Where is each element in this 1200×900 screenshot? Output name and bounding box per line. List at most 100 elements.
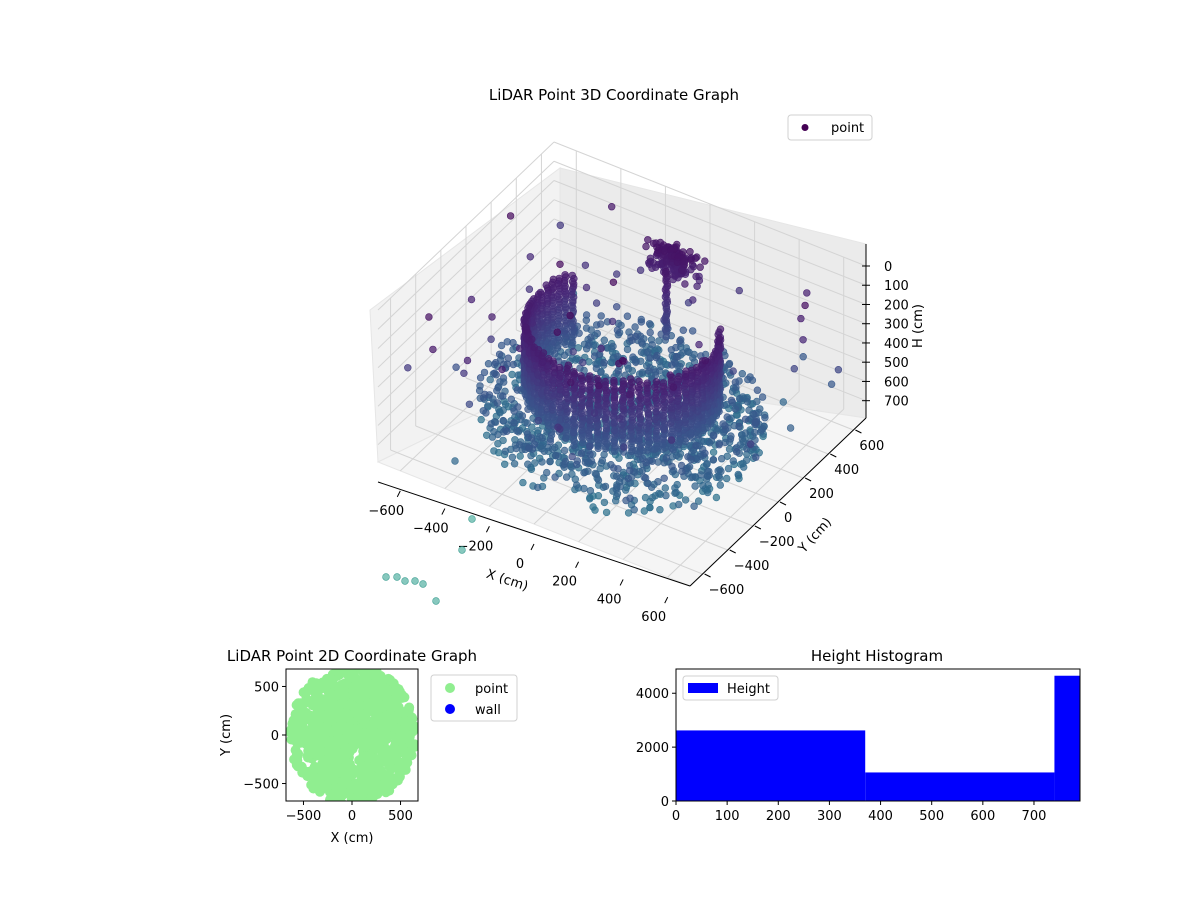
x-tick-label-hist: 0 — [672, 809, 680, 824]
point-3d — [667, 436, 676, 444]
point-3d — [581, 261, 590, 269]
y-tick-label-2d: 500 — [254, 680, 279, 695]
grid-z-left — [377, 257, 555, 426]
point-3d — [741, 429, 750, 437]
point-3d — [751, 418, 759, 426]
point-2d — [290, 745, 301, 756]
point-3d — [646, 354, 654, 362]
point-3d — [681, 389, 690, 397]
grid-z-back — [553, 276, 867, 402]
point-3d — [467, 295, 476, 304]
point-3d — [709, 448, 718, 456]
point-3d — [568, 452, 576, 461]
x-axis-line — [377, 481, 691, 587]
point-3d — [661, 484, 669, 492]
point-3d — [729, 457, 737, 465]
point-3d — [569, 405, 578, 413]
point-3d — [628, 336, 636, 344]
point-3d — [662, 454, 670, 462]
point-3d — [561, 415, 570, 424]
point-3d — [638, 467, 646, 475]
point-3d — [669, 445, 677, 454]
point-3d — [567, 378, 575, 387]
point-3d — [745, 406, 753, 414]
point-3d — [714, 425, 722, 433]
point-3d — [750, 428, 759, 437]
point-3d — [715, 472, 723, 480]
point-3d — [701, 449, 709, 457]
point-3d — [579, 358, 587, 367]
point-3d — [735, 395, 744, 403]
point-3d — [652, 353, 661, 362]
point-3d — [627, 397, 635, 405]
point-2d — [324, 689, 335, 700]
point-3d — [594, 396, 602, 404]
point-2d — [390, 694, 401, 705]
point-3d — [692, 441, 700, 450]
point-3d — [507, 395, 515, 403]
point-3d — [393, 573, 401, 581]
point-3d — [688, 473, 697, 481]
point-3d — [681, 416, 689, 424]
point-3d — [451, 457, 459, 465]
point-3d — [618, 385, 626, 394]
x-tick-label-hist: 100 — [715, 809, 740, 824]
point-3d — [548, 403, 557, 411]
point-3d — [568, 341, 576, 349]
point-2d — [339, 723, 350, 734]
point-3d — [568, 271, 576, 280]
z-tick-label-3d: 0 — [884, 260, 892, 275]
point-2d — [365, 751, 375, 762]
point-3d — [827, 380, 836, 388]
legend-3d-marker — [801, 124, 809, 131]
point-3d — [590, 409, 599, 417]
y-axis-line — [689, 417, 867, 587]
point-2d — [394, 771, 405, 782]
point-3d — [650, 383, 659, 391]
x-tick-label-3d: 200 — [552, 575, 577, 590]
point-3d — [600, 358, 608, 367]
point-3d — [586, 487, 595, 495]
point-3d — [569, 347, 577, 356]
y-axis-label-3d: Y (cm) — [795, 515, 835, 557]
point-3d — [703, 488, 712, 497]
point-3d — [411, 577, 419, 585]
x-tick-3d — [485, 526, 490, 533]
point-3d — [555, 393, 563, 401]
point-2d — [385, 774, 396, 784]
point-3d — [524, 405, 532, 413]
point-3d — [546, 457, 554, 466]
point-3d — [501, 460, 509, 468]
point-3d — [578, 399, 586, 407]
point-2d — [374, 673, 385, 684]
point-3d — [655, 489, 663, 498]
point-3d — [752, 453, 760, 461]
point-2d — [293, 698, 304, 709]
point-3d — [739, 463, 748, 471]
point-3d — [503, 427, 511, 435]
point-3d — [641, 493, 650, 502]
point-3d — [495, 350, 504, 358]
z-axis-label-3d: H (cm) — [911, 304, 926, 348]
point-3d — [516, 452, 524, 460]
point-3d — [601, 413, 609, 422]
point-2d — [332, 669, 343, 675]
y-tick-3d — [704, 573, 711, 578]
point-3d — [615, 414, 624, 422]
point-3d — [577, 449, 586, 458]
point-3d — [636, 392, 644, 400]
x-tick-label-hist: 500 — [919, 809, 944, 824]
point-3d — [669, 383, 678, 391]
point-3d — [687, 265, 695, 274]
y-tick-label-hist: 4000 — [636, 687, 669, 702]
point-2d — [392, 724, 403, 735]
point-3d — [758, 393, 767, 401]
grid-z-left — [377, 199, 555, 369]
y-tick-label-3d: −200 — [759, 535, 795, 550]
point-3d — [620, 443, 628, 451]
point-3d — [476, 374, 485, 382]
point-2d — [325, 698, 336, 709]
point-3d — [656, 506, 664, 514]
point-3d — [560, 460, 569, 468]
point-3d — [651, 394, 659, 402]
